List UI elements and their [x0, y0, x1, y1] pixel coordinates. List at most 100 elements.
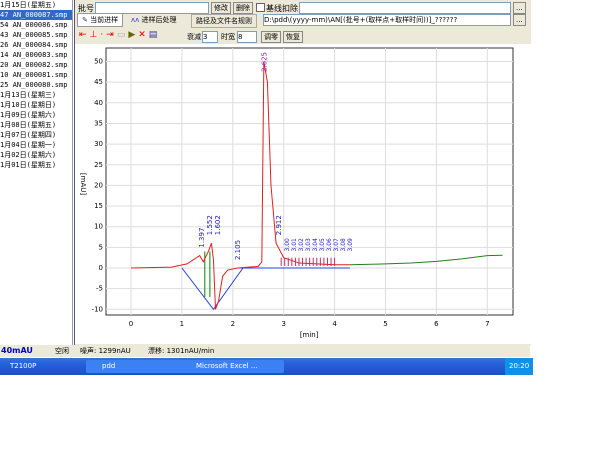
- taskbar-excel[interactable]: Microsoft Excel ...: [180, 360, 284, 373]
- x-tick-label: 0: [129, 320, 133, 328]
- batch-dropdown[interactable]: [95, 2, 209, 14]
- list-item[interactable]: 20 AN_000082.smp: [0, 61, 68, 69]
- peak-label-cluster: 3.00: [284, 238, 291, 252]
- y-tick-label: 35: [94, 119, 103, 127]
- peak-label: 2.912: [275, 215, 283, 235]
- browse-button[interactable]: ...: [513, 2, 526, 14]
- list-item[interactable]: 1月10日(星期日): [0, 101, 57, 109]
- list-item[interactable]: 1月13日(星期三): [0, 91, 57, 99]
- y-tick-label: 40: [94, 99, 103, 107]
- list-item[interactable]: 1月04日(星期一): [0, 141, 57, 149]
- peak-label-cluster: 3.07: [333, 238, 340, 252]
- x-tick-label: 6: [434, 320, 439, 328]
- peak-label-cluster: 3.08: [340, 238, 347, 252]
- list-item[interactable]: 14 AN_000083.smp: [0, 51, 68, 59]
- x-tick-label: 7: [485, 320, 489, 328]
- peak-label-cluster: 3.09: [347, 238, 354, 252]
- x-tick-label: 1: [180, 320, 184, 328]
- list-item[interactable]: 1月09日(星期六): [0, 111, 57, 119]
- marker-right-icon: ⇥: [106, 30, 117, 40]
- y-tick-label: -5: [96, 285, 103, 293]
- peak-label-cluster: 3.01: [291, 238, 298, 252]
- list-item[interactable]: 1月01日(星期五): [0, 161, 57, 169]
- noise-text: 噪声: 1299nAU: [80, 347, 131, 355]
- y-tick-label: 0: [99, 264, 103, 272]
- baseline-checkbox[interactable]: [256, 3, 265, 12]
- list-item[interactable]: 25 AN_000080.smp: [0, 81, 68, 89]
- baseline-label: 基线扣除: [266, 4, 298, 13]
- attenuation-spinner[interactable]: 3: [202, 31, 218, 43]
- eraser-icon: ▭: [116, 30, 129, 40]
- table-icon: ▤: [148, 30, 161, 40]
- baseline-triangle: [181, 267, 244, 311]
- peak-label: 2.105: [234, 240, 242, 260]
- list-item[interactable]: 10 AN_000081.smp: [0, 71, 68, 79]
- peak-label: 1.602: [214, 215, 222, 235]
- list-item[interactable]: 43 AN_000085.smp: [0, 31, 68, 39]
- clock: 20:20: [505, 358, 534, 375]
- edit-icon: ▶: [128, 30, 139, 40]
- state-text: 空闲: [55, 347, 69, 355]
- marker-down-icon: ⊥: [89, 30, 101, 40]
- peak-label: 1.397: [198, 228, 206, 248]
- tab-path[interactable]: 路径及文件名规则: [191, 14, 257, 28]
- y-tick-label: 30: [94, 140, 103, 148]
- signal-tail: [349, 254, 503, 266]
- y-tick-label: 25: [94, 161, 103, 169]
- peak-label-cluster: 3.06: [326, 238, 333, 252]
- x-tick-label: 4: [332, 320, 337, 328]
- y-tick-label: -10: [92, 305, 103, 313]
- path-dropdown[interactable]: D:\pdd\(yyyy-mm)\AN[(批号+(取样点+取样时间))]_???…: [263, 14, 511, 26]
- marker-left-icon: ⇤: [79, 30, 90, 40]
- signal-trace: [130, 61, 350, 310]
- x-axis-label: [min]: [300, 331, 319, 339]
- x-tick-label: 5: [383, 320, 387, 328]
- restore-button[interactable]: 恢复: [283, 31, 303, 43]
- list-item[interactable]: 1月02日(星期六): [0, 151, 57, 159]
- main-panel: 批号 修改 删除 基线扣除 ... ✎ 当前进样 ʌʌ 进样后处理 路径及文件名…: [74, 0, 531, 345]
- delete-button[interactable]: 删除: [233, 2, 253, 14]
- zero-button[interactable]: 调零: [261, 31, 281, 43]
- taskbar: T2100P pdd Microsoft Excel ... 20:20: [0, 358, 534, 375]
- y-tick-label: 15: [94, 202, 103, 210]
- y-tick-label: 10: [94, 223, 103, 231]
- toolbar-icons[interactable]: ⇤⊥·⇥▭▶✕▤: [79, 30, 160, 40]
- signal-value: 40mAU: [1, 346, 33, 355]
- path-browse-button[interactable]: ...: [513, 14, 526, 26]
- peak-label-cluster: 3.05: [319, 238, 326, 252]
- dot-icon: ·: [100, 30, 107, 40]
- x-tick-label: 3: [281, 320, 285, 328]
- list-item[interactable]: 54 AN_000086.smp: [0, 21, 68, 29]
- list-item[interactable]: 1月07日(星期四): [0, 131, 57, 139]
- chromatogram-chart[interactable]: 0 1 2 3 4 5 6 7-10-505101520253035404550[min][m…: [75, 44, 531, 344]
- y-tick-label: 50: [94, 58, 103, 66]
- delete-icon: ✕: [138, 30, 149, 40]
- baseline-field[interactable]: [299, 2, 511, 14]
- drift-text: 漂移: 1301nAU/min: [148, 347, 215, 355]
- time-width-label: 时宽: [221, 33, 235, 41]
- time-width-field[interactable]: 8: [237, 31, 257, 43]
- x-tick-label: 2: [231, 320, 235, 328]
- list-item[interactable]: 1月15日(星期五): [0, 1, 57, 9]
- y-axis-label: [mAU]: [79, 173, 87, 195]
- taskbar-pdd[interactable]: pdd: [86, 360, 192, 373]
- tab-post[interactable]: ʌʌ 进样后处理: [131, 16, 177, 24]
- y-tick-label: 20: [94, 181, 103, 189]
- sample-list[interactable]: 1月15日(星期五) 47 AN_000087.smp 54 AN_000086.s…: [0, 0, 73, 345]
- status-bar: 40mAU 空闲 噪声: 1299nAU 漂移: 1301nAU/min: [0, 345, 530, 357]
- list-item[interactable]: 26 AN_000084.smp: [0, 41, 68, 49]
- tab-current[interactable]: ✎ 当前进样: [77, 13, 124, 27]
- y-tick-label: 5: [99, 243, 103, 251]
- peak-label-cluster: 3.03: [305, 238, 312, 252]
- list-item[interactable]: 1月08日(星期五): [0, 121, 57, 129]
- peak-label-cluster: 3.04: [312, 238, 319, 252]
- plot-frame: [105, 47, 514, 316]
- list-item[interactable]: 47 AN_000087.smp: [0, 10, 72, 20]
- peak-label: 2.625: [261, 52, 269, 72]
- y-tick-label: 45: [94, 78, 103, 86]
- peak-label: 1.552: [206, 215, 214, 235]
- modify-button[interactable]: 修改: [211, 2, 231, 14]
- taskbar-app[interactable]: T2100P: [10, 362, 37, 370]
- batch-label: 批号: [78, 4, 94, 13]
- peak-label-cluster: 3.02: [298, 238, 305, 252]
